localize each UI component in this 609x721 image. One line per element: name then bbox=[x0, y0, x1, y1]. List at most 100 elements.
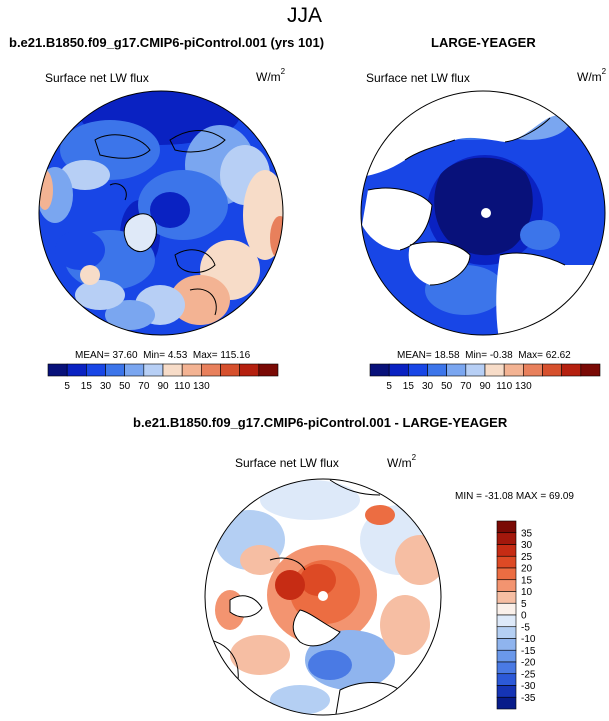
cb3-tick-label: 35 bbox=[521, 528, 533, 539]
cb3-tick-label: 20 bbox=[521, 564, 533, 575]
cb3-tick-label: 15 bbox=[521, 575, 533, 586]
cb1-swatch bbox=[181, 363, 202, 377]
cb3-tick-label: 0 bbox=[521, 611, 527, 622]
cb3-tick-label: -25 bbox=[521, 669, 536, 680]
cb1-tick-label: 5 bbox=[64, 381, 70, 392]
cb1-colorbar: 5 15 30 50 70 90 110 130 bbox=[47, 363, 279, 392]
cb1-swatch bbox=[105, 363, 125, 377]
panel3-title: b.e21.B1850.f09_g17.CMIP6-piControl.001 … bbox=[133, 415, 508, 430]
cb1-tick-label: 30 bbox=[100, 381, 112, 392]
map1-field bbox=[39, 91, 283, 335]
map3-polar bbox=[204, 478, 442, 716]
panel3-units: W/m2 bbox=[387, 453, 417, 470]
panel1-min-label: Min= bbox=[143, 350, 166, 361]
cb3-tick-label: -20 bbox=[521, 658, 536, 669]
cb1-swatch bbox=[258, 363, 279, 377]
cb3-tick-label: 25 bbox=[521, 552, 533, 563]
cb2-swatch bbox=[523, 363, 543, 377]
panel2-min-value: -0.38 bbox=[489, 350, 513, 361]
cb3-tick-label: -10 bbox=[521, 634, 536, 645]
cb3-tick-label: -30 bbox=[521, 681, 536, 692]
cb1-swatch bbox=[239, 363, 260, 377]
panel1-title: b.e21.B1850.f09_g17.CMIP6-piControl.001 … bbox=[9, 35, 325, 50]
panel3-max-value: 69.09 bbox=[548, 491, 574, 502]
panel1-min-value: 4.53 bbox=[167, 350, 188, 361]
cb3-swatch bbox=[496, 602, 517, 616]
panel2-min-label: Min= bbox=[465, 350, 488, 361]
cb3-swatch bbox=[496, 567, 517, 581]
cb2-swatch bbox=[503, 363, 524, 377]
cb1-swatch bbox=[66, 363, 87, 377]
cb3-swatch bbox=[496, 555, 517, 569]
panel2-variable-label: Surface net LW flux bbox=[366, 71, 470, 85]
cb1-tick-label: 130 bbox=[193, 381, 210, 392]
cb3-swatch bbox=[496, 579, 517, 592]
cb2-tick-label: 30 bbox=[422, 381, 434, 392]
map1-polar bbox=[38, 90, 284, 336]
panel2-max-value: 62.62 bbox=[545, 350, 571, 361]
cb2-swatch bbox=[561, 363, 582, 377]
cb2-colorbar: 5 15 30 50 70 90 110 130 bbox=[369, 363, 601, 392]
cb3-swatch bbox=[496, 614, 517, 628]
cb3-swatch bbox=[496, 661, 517, 675]
panel3-min-label: MIN = bbox=[455, 491, 482, 502]
cb3-swatch bbox=[496, 520, 517, 534]
cb1-tick-label: 15 bbox=[81, 381, 93, 392]
cb2-tick-label: 70 bbox=[460, 381, 472, 392]
cb3-swatch bbox=[496, 591, 517, 604]
cb3-tick-label: -35 bbox=[521, 693, 536, 704]
panel2-mean-value: 18.58 bbox=[434, 350, 460, 361]
cb1-swatch bbox=[124, 363, 145, 377]
map2-polar bbox=[360, 90, 606, 336]
cb1-swatch bbox=[162, 363, 183, 377]
cb2-swatch bbox=[580, 363, 601, 377]
panel1-stats: MEAN= 37.60 Min= 4.53 Max= 115.16 bbox=[75, 350, 250, 361]
cb2-swatch bbox=[427, 363, 447, 377]
panel2-stats: MEAN= 18.58 Min= -0.38 Max= 62.62 bbox=[397, 350, 571, 361]
cb1-tick-label: 110 bbox=[174, 381, 190, 392]
cb2-swatch bbox=[408, 363, 428, 377]
panel2-max-label: Max= bbox=[518, 350, 543, 361]
cb2-swatch bbox=[369, 363, 390, 377]
cb3-swatch bbox=[496, 532, 517, 545]
panel1-mean-value: 37.60 bbox=[112, 350, 138, 361]
cb2-swatch bbox=[446, 363, 467, 377]
cb2-tick-label: 90 bbox=[479, 381, 491, 392]
panel2-units: W/m2 bbox=[577, 67, 607, 84]
cb1-swatch bbox=[220, 363, 240, 377]
figure-title: JJA bbox=[286, 4, 322, 27]
panel2-mean-label: MEAN= bbox=[397, 350, 432, 361]
cb3-tick-label: -5 bbox=[521, 622, 530, 633]
cb1-swatch bbox=[47, 363, 68, 377]
cb1-swatch bbox=[86, 363, 106, 377]
panel1-variable-label: Surface net LW flux bbox=[45, 71, 149, 85]
cb3-swatch bbox=[496, 544, 517, 557]
panel1-max-label: Max= bbox=[192, 350, 218, 361]
cb2-tick-label: 130 bbox=[515, 381, 532, 392]
cb3-swatch bbox=[496, 638, 517, 651]
panel2-title: LARGE-YEAGER bbox=[431, 35, 536, 50]
panel1-units: W/m2 bbox=[256, 67, 286, 84]
cb3-tick-label: 30 bbox=[521, 540, 533, 551]
panel1-mean-label: MEAN= bbox=[75, 350, 110, 361]
cb3-swatch bbox=[496, 626, 517, 639]
cb3-swatch bbox=[496, 649, 517, 663]
cb2-swatch bbox=[484, 363, 505, 377]
cb3-tick-label: 10 bbox=[521, 587, 533, 598]
cb3-swatch bbox=[496, 696, 517, 710]
cb3-tick-label: -15 bbox=[521, 646, 536, 657]
cb3-swatch bbox=[496, 673, 517, 686]
cb2-tick-label: 50 bbox=[441, 381, 453, 392]
cb2-tick-label: 15 bbox=[403, 381, 415, 392]
panel3-stats: MIN = -31.08 MAX = 69.09 bbox=[455, 491, 574, 502]
cb3-tick-label: 5 bbox=[521, 599, 527, 610]
cb2-swatch bbox=[388, 363, 409, 377]
colorbars: 5 15 30 50 70 90 110 130 5 15 30 50 70 90 110 130353025… bbox=[47, 363, 601, 710]
cb1-swatch bbox=[143, 363, 164, 377]
panel1-max-value: 115.16 bbox=[220, 350, 251, 361]
panel3-min-value: -31.08 bbox=[484, 491, 514, 502]
cb1-tick-label: 50 bbox=[119, 381, 131, 392]
cb1-tick-label: 70 bbox=[138, 381, 150, 392]
